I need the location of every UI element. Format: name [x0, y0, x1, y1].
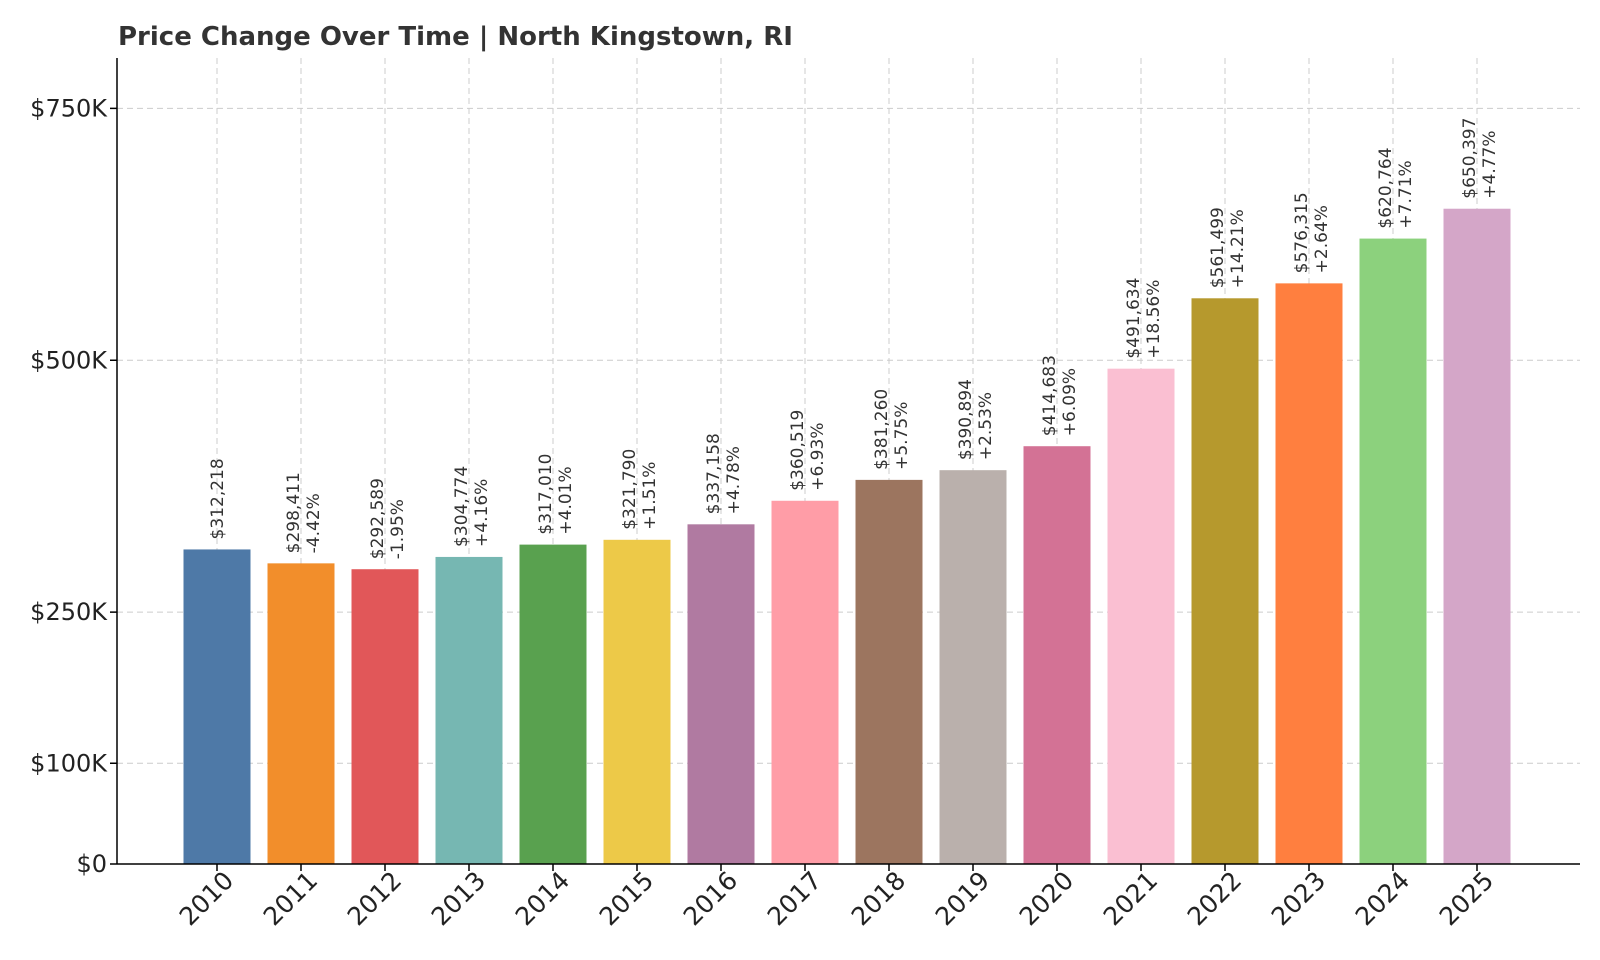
- x-tick-layer: 2010 2011 2012 2013 2014 2015 2016 2017 2018 2019…: [174, 864, 1499, 931]
- value-label-2022: $561,499: [1208, 207, 1228, 288]
- value-label-2013: $304,774: [452, 466, 472, 547]
- bar-2022: [1191, 298, 1259, 864]
- x-tick-label-2012: 2012: [342, 866, 407, 931]
- change-label-2022: +14.21%: [1228, 209, 1248, 288]
- y-tick-label: $0: [76, 850, 107, 878]
- bar-2023: [1275, 283, 1343, 864]
- change-label-2016: +4.78%: [724, 446, 744, 514]
- change-label-2012: -1.95%: [388, 499, 408, 559]
- bar-2011: [267, 563, 335, 864]
- change-label-2023: +2.64%: [1312, 205, 1332, 273]
- change-label-2014: +4.01%: [556, 466, 576, 534]
- value-label-2011: $298,411: [284, 472, 304, 553]
- bar-2020: [1023, 446, 1091, 864]
- axis-layer: [116, 58, 1580, 865]
- y-tick-label: $750K: [30, 94, 108, 122]
- value-label-2021: $491,634: [1124, 278, 1144, 359]
- bar-2015: [603, 539, 671, 864]
- x-tick-label-2021: 2021: [1098, 866, 1163, 931]
- change-label-2017: +6.93%: [808, 423, 828, 491]
- y-tick-label: $100K: [30, 749, 108, 777]
- bar-2014: [519, 544, 587, 864]
- bar-2019: [939, 470, 1007, 864]
- change-label-2024: +7.71%: [1396, 160, 1416, 228]
- bar-2012: [351, 569, 419, 864]
- x-tick-label-2018: 2018: [846, 866, 911, 931]
- change-label-2015: +1.51%: [640, 462, 660, 530]
- x-tick-label-2017: 2017: [762, 866, 827, 931]
- x-tick-label-2019: 2019: [930, 866, 995, 931]
- x-tick-label-2022: 2022: [1182, 866, 1247, 931]
- bar-2021: [1107, 368, 1175, 864]
- change-label-2025: +4.77%: [1480, 130, 1500, 198]
- data-label-layer: $312,218 $298,411 -4.42% $292,589 -1.95% $304…: [208, 118, 1500, 560]
- bar-2010: [183, 549, 251, 864]
- value-label-2014: $317,010: [536, 453, 556, 534]
- value-label-2023: $576,315: [1292, 192, 1312, 273]
- value-label-2012: $292,589: [368, 478, 388, 559]
- change-label-2019: +2.53%: [976, 392, 996, 460]
- x-tick-label-2024: 2024: [1350, 866, 1415, 931]
- y-tick-layer: $0 $100K $250K $500K $750K: [30, 94, 117, 878]
- x-tick-label-2014: 2014: [510, 866, 575, 931]
- y-tick-label: $250K: [30, 598, 108, 626]
- value-label-2024: $620,764: [1376, 147, 1396, 228]
- x-tick-label-2016: 2016: [678, 866, 743, 931]
- change-label-2018: +5.75%: [892, 402, 912, 470]
- value-label-2025: $650,397: [1460, 118, 1480, 199]
- value-label-2019: $390,894: [956, 379, 976, 460]
- x-tick-label-2011: 2011: [258, 866, 323, 931]
- y-tick-label: $500K: [30, 346, 108, 374]
- change-label-2011: -4.42%: [304, 493, 324, 553]
- x-tick-label-2025: 2025: [1434, 866, 1499, 931]
- chart-title: Price Change Over Time | North Kingstown…: [118, 22, 793, 52]
- value-label-2015: $321,790: [620, 449, 640, 530]
- value-label-2016: $337,158: [704, 433, 724, 514]
- x-tick-label-2015: 2015: [594, 866, 659, 931]
- value-label-2017: $360,519: [788, 410, 808, 491]
- change-label-2020: +6.09%: [1060, 368, 1080, 436]
- bar-2013: [435, 556, 503, 864]
- x-tick-label-2010: 2010: [174, 866, 239, 931]
- bar-2018: [855, 479, 923, 864]
- bar-layer: [183, 208, 1511, 865]
- bar-2016: [687, 524, 755, 864]
- value-label-2010: $312,218: [208, 458, 228, 539]
- x-tick-label-2023: 2023: [1266, 866, 1331, 931]
- value-label-2018: $381,260: [872, 389, 892, 470]
- bar-2025: [1443, 208, 1511, 864]
- x-tick-label-2020: 2020: [1014, 866, 1079, 931]
- x-tick-label-2013: 2013: [426, 866, 491, 931]
- change-label-2021: +18.56%: [1144, 280, 1164, 359]
- bar-2017: [771, 500, 839, 864]
- bar-2024: [1359, 238, 1427, 865]
- value-label-2020: $414,683: [1040, 355, 1060, 436]
- change-label-2013: +4.16%: [472, 479, 492, 547]
